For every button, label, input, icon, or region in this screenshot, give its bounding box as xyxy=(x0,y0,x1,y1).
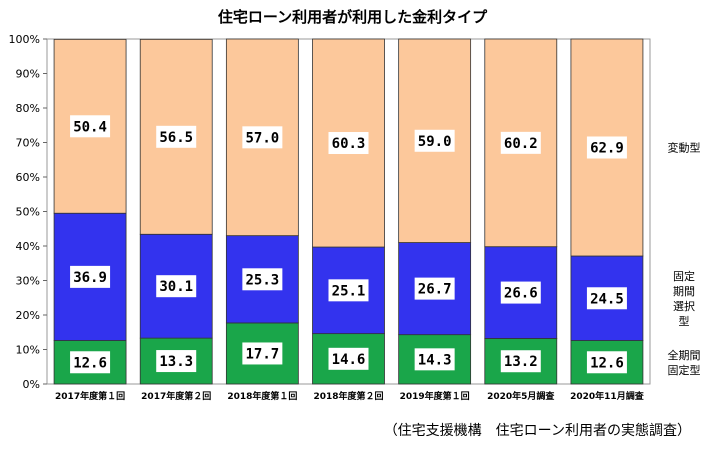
x-tick-label: 2017年度第１回 xyxy=(55,390,125,402)
value-label-box xyxy=(414,129,455,152)
bar-value-label: 13.3 xyxy=(159,354,193,370)
x-tick-label: 2018年度第１回 xyxy=(227,390,297,402)
value-label-box xyxy=(242,342,283,365)
legend-label: 全期間 xyxy=(668,348,701,362)
legend-label: 期間 xyxy=(673,285,695,298)
y-tick-label: 0% xyxy=(23,378,40,391)
value-label-box xyxy=(70,265,111,288)
bar-value-label: 30.1 xyxy=(159,279,193,295)
y-tick-label: 10% xyxy=(16,344,40,357)
y-tick-label: 70% xyxy=(16,137,40,150)
y-tick-label: 30% xyxy=(16,275,40,288)
value-label-box xyxy=(328,347,369,370)
y-tick-label: 40% xyxy=(16,240,40,253)
legend-label: 固定型 xyxy=(668,363,701,377)
bar-value-label: 14.6 xyxy=(332,352,366,368)
bar-value-label: 56.5 xyxy=(159,130,193,146)
bar-value-label: 62.9 xyxy=(590,141,624,157)
source-note: （住宅支援機構 住宅ローン利用者の実態調査） xyxy=(383,423,691,439)
bar-value-label: 57.0 xyxy=(245,130,279,146)
y-tick-label: 80% xyxy=(16,102,40,115)
x-tick-label: 2020年5月調査 xyxy=(487,390,555,402)
value-label-box xyxy=(328,132,369,155)
bar-value-label: 12.6 xyxy=(590,355,624,371)
chart-title: 住宅ローン利用者が利用した金利タイプ xyxy=(217,8,488,26)
bar-value-label: 26.7 xyxy=(418,282,452,298)
y-tick-label: 60% xyxy=(16,171,40,184)
bar-value-label: 14.3 xyxy=(418,352,452,368)
bar-value-label: 13.2 xyxy=(504,354,538,370)
x-tick-label: 2017年度第２回 xyxy=(141,390,211,402)
value-label-box xyxy=(586,287,627,310)
value-label-box xyxy=(156,275,197,298)
bar-value-label: 25.3 xyxy=(245,272,279,288)
value-label-box xyxy=(70,351,111,374)
value-label-box xyxy=(242,126,283,149)
value-label-box xyxy=(156,125,197,148)
value-label-box xyxy=(586,136,627,159)
bar-value-label: 25.1 xyxy=(332,283,366,299)
y-tick-label: 50% xyxy=(16,206,40,219)
value-label-box xyxy=(500,281,541,304)
legend-label: 型 xyxy=(679,314,690,328)
x-tick-label: 2018年度第２回 xyxy=(313,390,383,402)
bar-value-label: 50.4 xyxy=(73,119,107,135)
bar-value-label: 26.6 xyxy=(504,286,538,302)
legend-label: 固定 xyxy=(673,269,695,283)
value-label-box xyxy=(500,131,541,154)
legend-label: 選択 xyxy=(673,299,695,313)
legend-label: 変動型 xyxy=(668,141,701,155)
value-label-box xyxy=(242,268,283,291)
x-tick-label: 2020年11月調査 xyxy=(570,390,645,402)
value-label-box xyxy=(500,350,541,373)
value-label-box xyxy=(586,351,627,374)
bar-value-label: 17.7 xyxy=(245,346,279,362)
y-tick-label: 90% xyxy=(16,68,40,81)
value-label-box xyxy=(70,115,111,138)
y-tick-label: 20% xyxy=(16,309,40,322)
value-label-box xyxy=(156,350,197,373)
bar-value-label: 60.2 xyxy=(504,136,538,152)
bar-value-label: 60.3 xyxy=(332,136,366,152)
value-label-box xyxy=(414,277,455,300)
bar-value-label: 12.6 xyxy=(73,355,107,371)
y-tick-label: 100% xyxy=(9,33,40,46)
bar-value-label: 36.9 xyxy=(73,270,107,286)
x-tick-label: 2019年度第１回 xyxy=(400,390,470,402)
value-label-box xyxy=(328,279,369,302)
bar-value-label: 59.0 xyxy=(418,134,452,150)
bar-value-label: 24.5 xyxy=(590,291,624,307)
value-label-box xyxy=(414,348,455,371)
